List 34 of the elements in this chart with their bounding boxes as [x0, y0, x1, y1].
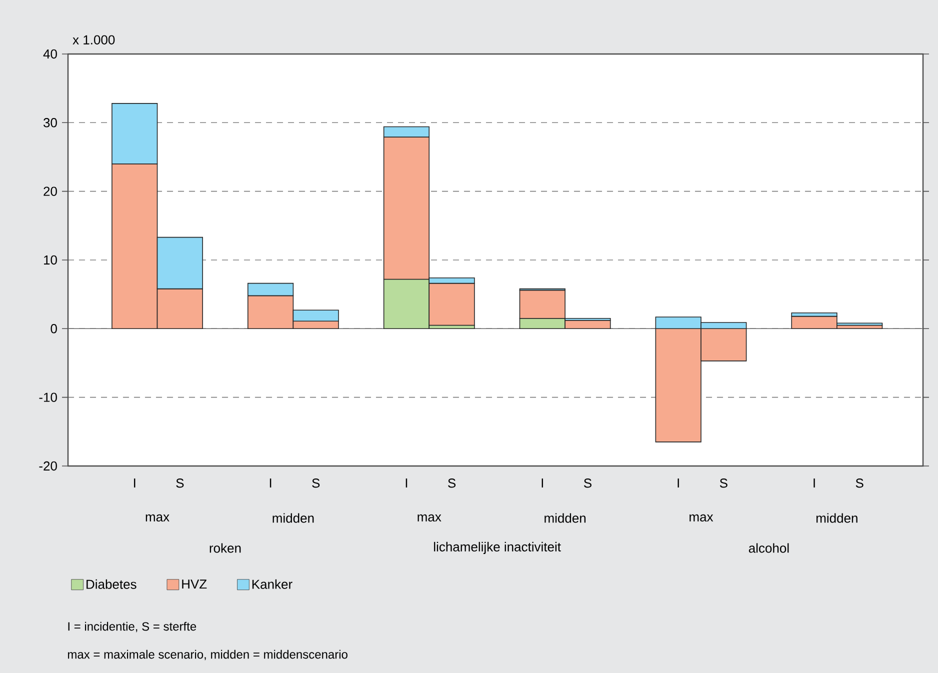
text: roken — [210, 543, 241, 553]
y-tick-label: 30 — [44, 118, 57, 128]
x-tick-label: S — [176, 478, 184, 488]
y-tick-label: -10 — [39, 392, 57, 402]
text: I = incidentie, S = sterfte — [68, 622, 196, 632]
x-tick-label: I — [678, 478, 679, 488]
text: lichamelijke inactiviteit — [434, 542, 561, 554]
x-tick-label: S — [856, 478, 864, 488]
text: midden — [816, 513, 858, 523]
text: midden — [272, 513, 314, 523]
x-tick-label: S — [584, 478, 592, 488]
y-axis-title: x 1.000 — [72, 35, 115, 44]
x-tick-label: S — [448, 478, 456, 488]
legend-label: HVZ — [182, 580, 207, 589]
text: midden — [544, 513, 586, 523]
x-tick-label: I — [814, 478, 815, 488]
y-tick-label: 20 — [44, 186, 57, 196]
x-tick-label: I — [134, 478, 136, 488]
y-tick-label: 0 — [50, 324, 57, 334]
x-tick-label: I — [542, 478, 544, 488]
x-tick-label: S — [720, 478, 728, 488]
x-tick-label: I — [406, 478, 408, 488]
y-tick-label: 40 — [43, 49, 57, 59]
text: max — [418, 514, 442, 522]
text: max — [690, 514, 714, 522]
text: max — [146, 514, 170, 522]
legend-label: Diabetes — [86, 579, 136, 589]
x-tick-label: S — [312, 478, 320, 488]
y-tick-label: -20 — [39, 461, 57, 471]
y-tick-label: 10 — [44, 255, 57, 265]
x-tick-label: I — [270, 478, 272, 488]
legend-label: Kanker — [252, 579, 292, 589]
text: alcohol — [748, 543, 789, 553]
text: max = maximale scenario, midden = middenscenario — [68, 650, 348, 660]
